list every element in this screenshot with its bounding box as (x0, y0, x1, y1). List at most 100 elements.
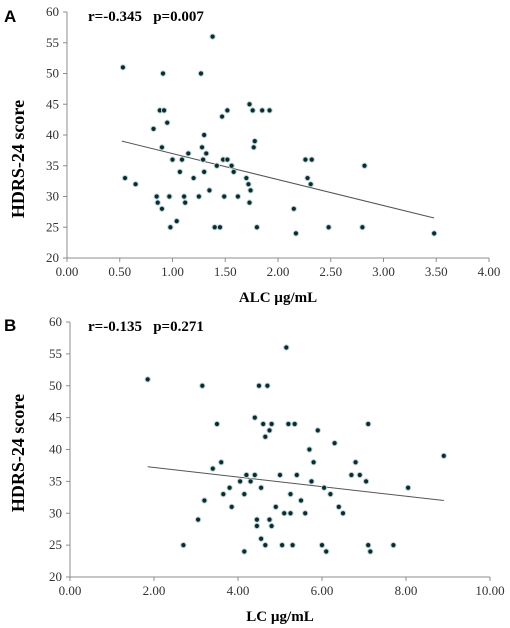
data-point (283, 344, 290, 351)
data-point (253, 224, 260, 231)
panel-b-x-ticks: 0.00 2.00 4.00 6.00 8.00 10.00 (59, 577, 505, 598)
data-point (246, 101, 253, 108)
data-point (335, 503, 342, 510)
data-point (359, 224, 366, 231)
data-point (306, 446, 313, 453)
data-point (218, 113, 226, 120)
data-point (264, 382, 271, 389)
panel-a-x-tick-label: 2.50 (319, 264, 342, 279)
panel-b-y-tick-label: 25 (49, 537, 62, 552)
data-point (199, 382, 206, 389)
data-point (356, 471, 363, 479)
data-point (169, 156, 176, 163)
data-point (182, 199, 189, 206)
data-point (249, 107, 256, 114)
data-point (251, 471, 258, 479)
data-point (281, 510, 288, 517)
panel-b-x-tick-label: 0.00 (59, 583, 82, 598)
data-point (247, 187, 254, 194)
panel-a-trendline (121, 140, 435, 219)
data-point (199, 156, 207, 163)
data-point (287, 491, 294, 498)
data-point (224, 156, 231, 163)
data-point (245, 181, 252, 188)
data-point (289, 542, 296, 549)
panel-a: A r=-0.345 p=0.007 HDRS-24 score ALC µg/… (4, 4, 500, 306)
data-point (221, 193, 228, 200)
data-point (348, 471, 355, 479)
data-point (314, 427, 321, 434)
data-point (237, 478, 244, 485)
data-point (154, 199, 161, 206)
data-point (211, 224, 218, 231)
panel-b-trendline-layer (147, 466, 444, 501)
data-point (272, 503, 279, 510)
panel-a-axes (66, 12, 489, 259)
panel-a-y-tick-label: 60 (46, 4, 59, 19)
data-point (241, 491, 248, 498)
data-point (132, 181, 139, 188)
data-point (209, 465, 216, 472)
panel-a-x-tick-label: 3.50 (425, 264, 448, 279)
data-point (291, 420, 298, 428)
data-point (321, 484, 328, 491)
data-point (327, 491, 334, 498)
panel-b-y-axis-title: HDRS-24 score (8, 394, 28, 512)
data-point (363, 478, 370, 485)
data-point (290, 205, 297, 212)
panel-a-y-ticks: 20 25 30 35 40 45 50 55 60 (46, 4, 67, 265)
data-point (201, 131, 208, 139)
panel-b-x-tick-label: 8.00 (395, 583, 418, 598)
panel-b-stats: r=-0.135 p=0.271 (88, 319, 204, 335)
panel-a-y-tick-label: 45 (46, 96, 59, 111)
data-point (302, 156, 309, 163)
panel-b-y-tick-label: 35 (49, 473, 62, 488)
panel-a-y-tick-label: 35 (46, 158, 59, 173)
panel-a-y-tick-label: 40 (46, 127, 59, 142)
data-point (241, 548, 248, 555)
data-point (228, 503, 235, 510)
data-point (260, 420, 267, 428)
data-point (213, 162, 220, 169)
data-point (367, 548, 374, 555)
panel-b-y-tick-label: 45 (49, 410, 62, 425)
panel-a-trendline-layer (121, 140, 435, 219)
panel-b: B r=-0.135 p=0.271 HDRS-24 score LC µg/m… (4, 314, 505, 625)
data-point (159, 70, 167, 77)
data-point (308, 478, 315, 485)
data-point (262, 433, 269, 440)
data-point (198, 144, 206, 151)
data-point (292, 230, 300, 237)
data-point (253, 522, 260, 530)
panel-b-trendline (147, 466, 444, 501)
panel-a-x-tick-label: 2.00 (267, 264, 290, 279)
data-point (213, 420, 221, 428)
data-point (276, 471, 284, 479)
data-point (251, 414, 258, 421)
data-point (226, 484, 233, 491)
data-point (293, 471, 300, 479)
panel-b-points (144, 344, 447, 555)
panel-a-y-tick-label: 50 (46, 66, 59, 81)
data-point (185, 150, 192, 157)
data-point (247, 478, 254, 485)
data-point (201, 168, 208, 175)
panel-a-x-tick-label: 0.00 (56, 264, 79, 279)
data-point (287, 510, 294, 517)
data-point (304, 174, 311, 182)
data-point (166, 193, 173, 200)
data-point (431, 230, 438, 237)
data-point (302, 510, 309, 517)
data-point (390, 542, 397, 549)
data-point (266, 516, 273, 523)
data-point (144, 376, 151, 383)
panel-b-label: B (4, 316, 16, 335)
data-point (220, 491, 227, 498)
panel-a-stats: r=-0.345 p=0.007 (88, 9, 204, 25)
data-point (259, 107, 266, 114)
panel-b-x-tick-label: 10.00 (475, 583, 504, 598)
data-point (176, 168, 183, 175)
data-point (255, 382, 263, 389)
data-point (258, 484, 265, 491)
data-point (195, 193, 202, 200)
